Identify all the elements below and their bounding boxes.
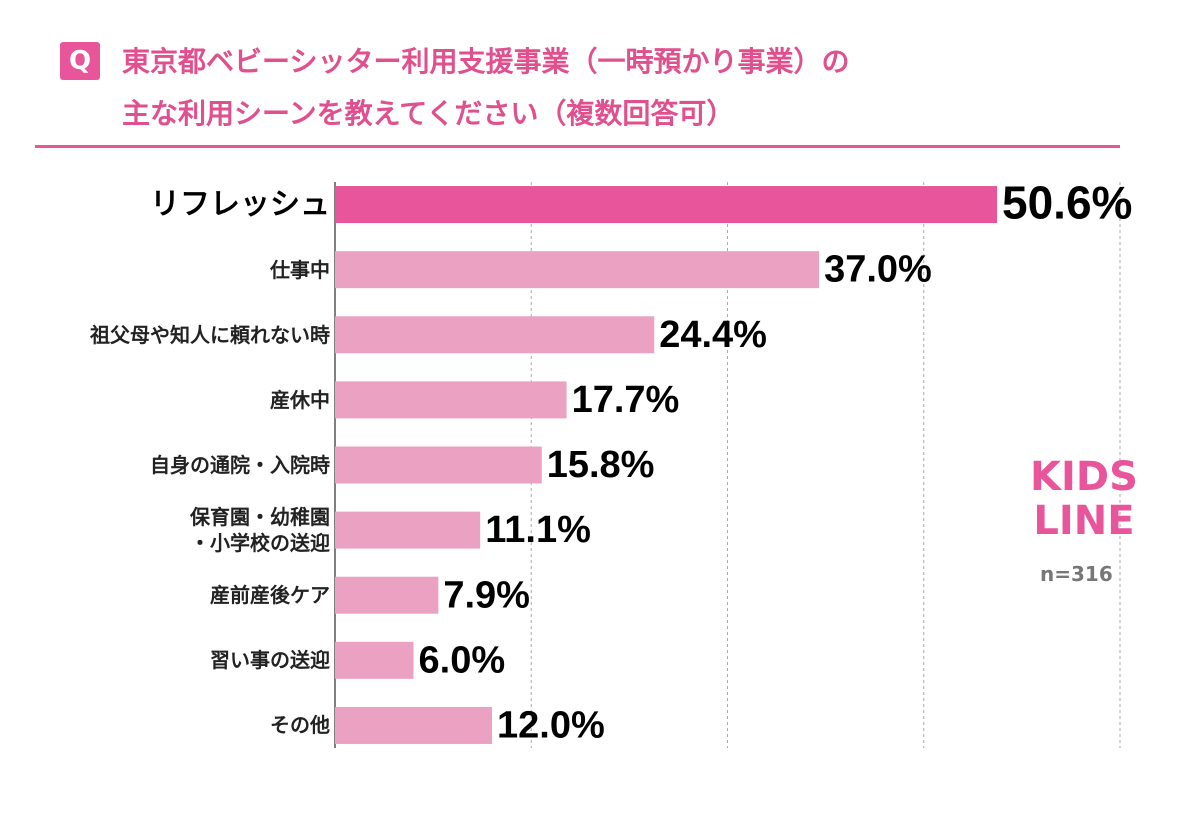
category-label: 産休中 [270, 387, 330, 412]
bar [335, 446, 542, 484]
logo: KIDS LINE [1030, 455, 1138, 543]
category-label: リフレッシュ [150, 186, 330, 222]
bar [335, 511, 481, 549]
bar [335, 576, 439, 614]
bar [335, 186, 998, 224]
value-label: 17.7% [572, 379, 680, 421]
logo-line: KIDS [1030, 454, 1138, 500]
value-label: 6.0% [419, 639, 506, 681]
bar [335, 706, 492, 744]
category-label: その他 [270, 713, 330, 738]
value-label: 12.0% [497, 704, 605, 746]
value-label: 24.4% [659, 314, 767, 356]
value-label: 50.6% [1002, 177, 1132, 229]
value-label: 7.9% [443, 574, 530, 616]
bar [335, 251, 820, 289]
category-label: 仕事中 [270, 257, 330, 282]
value-label: 15.8% [547, 444, 655, 486]
logo-line: LINE [1033, 498, 1135, 544]
title-line: 主な利用シーンを教えてください（複数回答可） [122, 97, 735, 130]
bar [335, 381, 567, 419]
category-label: 習い事の送迎 [210, 648, 330, 673]
title-rule [35, 145, 1120, 148]
value-label: 11.1% [485, 509, 591, 551]
category-label: 産前産後ケア [210, 583, 330, 608]
title-line: 東京都ベビーシッター利用支援事業（一時預かり事業）の [122, 45, 850, 78]
value-label: 37.0% [824, 249, 932, 291]
sample-note: n=316 [1040, 562, 1113, 586]
bar [335, 316, 655, 354]
category-label: 祖父母や知人に頼れない時 [90, 322, 330, 347]
q-icon: Q [60, 42, 100, 80]
category-label: 保育園・幼稚園 ・小学校の送迎 [190, 505, 330, 556]
bar [335, 641, 414, 679]
category-label: 自身の通院・入院時 [150, 453, 330, 477]
